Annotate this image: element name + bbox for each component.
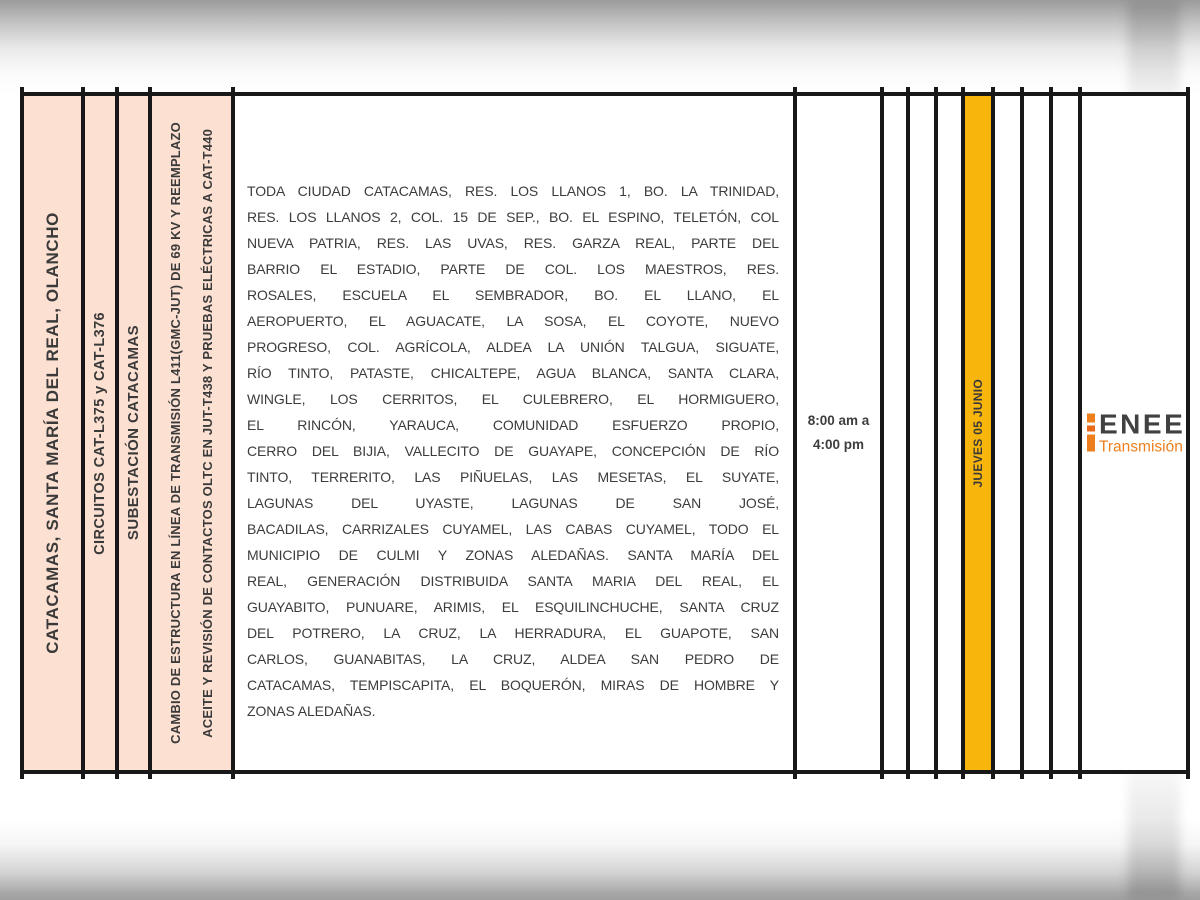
table-divider xyxy=(231,87,235,779)
affected-areas-line: RES. LOS LLANOS 2, COL. 15 DE SEP., BO. … xyxy=(247,209,779,225)
enee-flag-icon xyxy=(1087,413,1095,452)
schedule-time-text: 8:00 am a 4:00 pm xyxy=(808,409,870,457)
affected-areas-line: PROGRESO, COL. AGRÍCOLA, ALDEA LA UNIÓN … xyxy=(247,339,779,355)
empty-cell xyxy=(1053,96,1078,770)
substation-cell: SUBESTACIÓN CATACAMAS xyxy=(119,96,148,770)
affected-areas-line: NUEVA PATRIA, RES. LAS UVAS, RES. GARZA … xyxy=(247,235,779,251)
circuits-label: CIRCUITOS CAT-L375 y CAT-L376 xyxy=(92,311,108,555)
enee-logo-subtitle: Transmisión xyxy=(1099,438,1183,456)
table-divider xyxy=(991,87,995,779)
table-divider xyxy=(148,87,152,779)
table-divider xyxy=(1020,87,1024,779)
table-divider xyxy=(880,87,884,779)
table-divider xyxy=(906,87,910,779)
table-divider xyxy=(793,87,797,779)
affected-areas-line: CATACAMAS, TEMPISCAPITA, EL BOQUERÓN, MI… xyxy=(247,677,779,693)
enee-logo-title: ENEE xyxy=(1099,408,1186,440)
affected-areas-line: ZONAS ALEDAÑAS. xyxy=(247,703,376,719)
empty-cell xyxy=(910,96,934,770)
circuits-cell: CIRCUITOS CAT-L375 y CAT-L376 xyxy=(85,96,115,770)
affected-areas-line: TODA CIUDAD CATACAMAS, RES. LOS LLANOS 1… xyxy=(247,183,779,199)
affected-areas-line: WINGLE, LOS CERRITOS, EL CULEBRERO, EL H… xyxy=(247,391,779,407)
work-description-line1: CAMBIO DE ESTRUCTURA EN LÍNEA DE TRANSMI… xyxy=(167,122,183,744)
affected-areas-line: DEL POTRERO, LA CRUZ, LA HERRADURA, EL G… xyxy=(247,625,779,641)
affected-areas-line: GUAYABITO, PUNUARE, ARIMIS, EL ESQUILINC… xyxy=(247,599,779,615)
work-description-text: CAMBIO DE ESTRUCTURA EN LÍNEA DE TRANSMI… xyxy=(160,122,224,744)
schedule-date-cell: JUEVES 05 JUNIO xyxy=(965,96,991,770)
enee-logo-text: ENEE Transmisión xyxy=(1099,408,1186,456)
affected-areas-line: CARLOS, GUANABITAS, LA CRUZ, ALDEA SAN P… xyxy=(247,651,779,667)
region-title: CATACAMAS, SANTA MARÍA DEL REAL, OLANCHO xyxy=(42,212,62,654)
substation-label: SUBESTACIÓN CATACAMAS xyxy=(125,325,142,541)
empty-cell xyxy=(995,96,1020,770)
time-start: 8:00 am a xyxy=(807,413,870,428)
affected-areas-line: AEROPUERTO, EL AGUACATE, LA SOSA, EL COY… xyxy=(247,313,779,329)
schedule-date-text: JUEVES 05 JUNIO xyxy=(971,378,985,488)
table-divider xyxy=(1049,87,1053,779)
affected-areas-cell: TODA CIUDAD CATACAMAS, RES. LOS LLANOS 1… xyxy=(235,96,793,770)
affected-areas-line: CERRO DEL BIJIA, VALLECITO DE GUAYAPE, C… xyxy=(247,443,779,459)
affected-areas-text: TODA CIUDAD CATACAMAS, RES. LOS LLANOS 1… xyxy=(247,178,779,724)
table-border-right xyxy=(1186,87,1190,779)
empty-cell xyxy=(1024,96,1049,770)
affected-areas-line: BARRIO EL ESTADIO, PARTE DE COL. LOS MAE… xyxy=(247,261,779,277)
table-border-left xyxy=(20,87,24,779)
work-description-line2: ACEITE Y REVISIÓN DE CONTACTOS OLTC EN J… xyxy=(199,128,215,738)
outage-notice-table: CATACAMAS, SANTA MARÍA DEL REAL, OLANCHO… xyxy=(20,87,1190,779)
table-divider xyxy=(115,87,119,779)
enee-logo: ENEE Transmisión xyxy=(1087,408,1186,456)
table-divider xyxy=(934,87,938,779)
table-divider xyxy=(1078,87,1082,779)
table-divider xyxy=(961,87,965,779)
affected-areas-line: MUNICIPIO DE CULMI Y ZONAS ALEDAÑAS. SAN… xyxy=(247,547,779,563)
empty-cell xyxy=(884,96,906,770)
affected-areas-line: TINTO, TERRERITO, LAS PIÑUELAS, LAS MESE… xyxy=(247,469,779,485)
time-end: 4:00 pm xyxy=(812,437,864,452)
affected-areas-line: ROSALES, ESCUELA EL SEMBRADOR, BO. EL LL… xyxy=(247,287,779,303)
affected-areas-line: REAL, GENERACIÓN DISTRIBUIDA SANTA MARIA… xyxy=(247,573,779,589)
affected-areas-line: BACADILAS, CARRIZALES CUYAMEL, LAS CABAS… xyxy=(247,521,779,537)
empty-cell xyxy=(938,96,961,770)
affected-areas-line: RÍO TINTO, PATASTE, CHICALTEPE, AGUA BLA… xyxy=(247,365,779,381)
table-divider xyxy=(81,87,85,779)
region-cell: CATACAMAS, SANTA MARÍA DEL REAL, OLANCHO xyxy=(24,96,81,770)
work-description-cell: CAMBIO DE ESTRUCTURA EN LÍNEA DE TRANSMI… xyxy=(152,96,231,770)
schedule-time-cell: 8:00 am a 4:00 pm xyxy=(797,96,880,770)
affected-areas-line: EL RINCÓN, YARAUCA, COMUNIDAD ESFUERZO P… xyxy=(247,417,779,433)
affected-areas-line: LAGUNAS DEL UYASTE, LAGUNAS DE SAN JOSÉ, xyxy=(247,495,779,511)
enee-logo-cell: ENEE Transmisión xyxy=(1082,96,1186,770)
